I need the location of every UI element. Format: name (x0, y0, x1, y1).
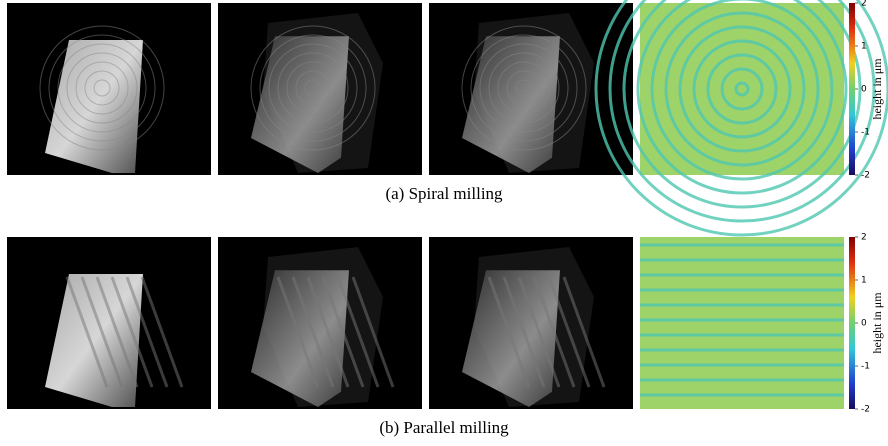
caption: (b) Parallel milling (379, 418, 509, 437)
colorbar-tick-label: 1 (861, 42, 867, 52)
colorbar-tick-label: -1 (861, 128, 870, 138)
colorbar-tick-label: 2 (861, 233, 867, 243)
colorbar (849, 237, 855, 409)
colorbar-label: height in μm (870, 292, 884, 354)
height-map (640, 237, 844, 409)
figure: 2 1 0 -1 -2 height in μm (a) Spiral milling 2 1 0… (0, 0, 888, 446)
colorbar-tick-label: 2 (861, 0, 867, 9)
colorbar-tick-label: 0 (861, 85, 867, 95)
colorbar-tick-label: -2 (861, 405, 870, 415)
colorbar-tick-label: 1 (861, 276, 867, 286)
caption: (a) Spiral milling (385, 184, 503, 203)
colorbar (849, 3, 855, 175)
height-map (640, 3, 844, 175)
colorbar-tick-label: -1 (861, 362, 870, 372)
colorbar-tick-label: 0 (861, 319, 867, 329)
colorbar-label: height in μm (870, 58, 884, 120)
colorbar-tick-label: -2 (861, 171, 870, 181)
